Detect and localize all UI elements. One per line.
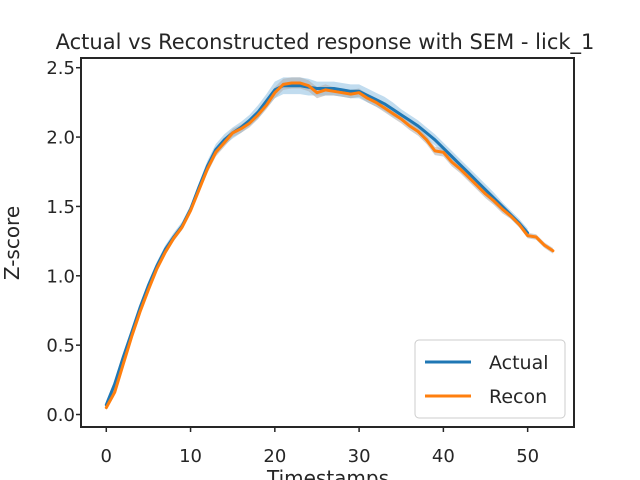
data-point-recon <box>375 101 377 103</box>
data-point-actual <box>434 139 436 141</box>
data-point-recon <box>468 176 470 178</box>
data-point-actual <box>316 87 318 89</box>
data-point-recon <box>291 82 293 84</box>
y-axis-ticks: 0.0 0.5 1.0 1.5 2.0 2.5 <box>46 58 81 426</box>
data-point-actual <box>468 172 470 174</box>
data-point-actual <box>400 114 402 116</box>
data-point-recon <box>181 226 183 228</box>
data-point-recon <box>307 85 309 87</box>
data-point-recon <box>189 209 191 211</box>
data-point-recon <box>240 128 242 130</box>
data-point-recon <box>164 251 166 253</box>
data-point-recon <box>232 132 234 134</box>
data-point-recon <box>122 363 124 365</box>
data-point-recon <box>114 391 116 393</box>
x-axis-label: Timestamps <box>266 466 389 480</box>
legend-label-recon: Recon <box>489 386 547 408</box>
data-point-recon <box>299 82 301 84</box>
data-point-recon <box>535 236 537 238</box>
data-point-recon <box>156 268 158 270</box>
legend: Actual Recon <box>414 339 566 419</box>
legend-box <box>414 339 566 419</box>
y-axis-label: Z-score <box>0 206 24 280</box>
data-point-recon <box>459 168 461 170</box>
data-point-recon <box>366 97 368 99</box>
data-point-recon <box>130 336 132 338</box>
legend-label-actual: Actual <box>489 352 549 374</box>
data-point-recon <box>451 161 453 163</box>
y-tick-label: 1.0 <box>46 266 75 287</box>
y-tick-label: 0.5 <box>46 336 75 357</box>
data-point-recon <box>248 122 250 124</box>
data-point-recon <box>215 151 217 153</box>
data-point-recon <box>105 406 107 408</box>
data-point-recon <box>510 215 512 217</box>
x-axis-ticks: 0 10 20 30 40 50 <box>101 427 539 467</box>
data-point-recon <box>501 208 503 210</box>
data-point-actual <box>392 108 394 110</box>
data-point-recon <box>282 83 284 85</box>
data-point-actual <box>476 180 478 182</box>
data-point-recon <box>206 168 208 170</box>
x-tick-label: 0 <box>101 446 112 467</box>
data-point-recon <box>543 244 545 246</box>
data-point-actual <box>409 119 411 121</box>
data-point-recon <box>341 92 343 94</box>
series-lines <box>104 81 555 410</box>
data-point-recon <box>198 189 200 191</box>
data-point-recon <box>383 107 385 109</box>
data-point-actual <box>417 125 419 127</box>
data-point-recon <box>400 118 402 120</box>
data-point-recon <box>417 130 419 132</box>
axes-frame <box>80 57 575 428</box>
data-point-recon <box>257 114 259 116</box>
data-point-recon <box>484 193 486 195</box>
data-point-actual <box>459 164 461 166</box>
x-tick-label: 20 <box>263 446 286 467</box>
data-point-actual <box>299 85 301 87</box>
data-point-actual <box>383 103 385 105</box>
data-point-recon <box>173 237 175 239</box>
data-point-recon <box>324 89 326 91</box>
data-point-actual <box>350 90 352 92</box>
y-tick-label: 1.5 <box>46 197 75 218</box>
x-tick-label: 40 <box>432 446 455 467</box>
data-point-recon <box>409 125 411 127</box>
y-tick-label: 0.0 <box>46 405 75 426</box>
data-point-recon <box>434 150 436 152</box>
data-point-recon <box>493 200 495 202</box>
x-tick-label: 50 <box>516 446 539 467</box>
data-point-recon <box>274 92 276 94</box>
data-point-recon <box>425 139 427 141</box>
x-tick-label: 10 <box>179 446 202 467</box>
data-point-recon <box>265 104 267 106</box>
chart-title: Actual vs Reconstructed response with SE… <box>56 30 595 55</box>
data-point-recon <box>526 234 528 236</box>
data-point-actual <box>291 85 293 87</box>
data-point-recon <box>223 141 225 143</box>
data-point-recon <box>552 250 554 252</box>
data-point-recon <box>350 93 352 95</box>
plot-area <box>104 77 555 411</box>
data-point-recon <box>518 223 520 225</box>
data-point-recon <box>392 112 394 114</box>
y-tick-label: 2.5 <box>46 58 75 79</box>
data-point-recon <box>442 151 444 153</box>
data-point-recon <box>358 92 360 94</box>
data-point-actual <box>333 87 335 89</box>
data-point-recon <box>316 92 318 94</box>
data-point-actual <box>425 132 427 134</box>
x-tick-label: 30 <box>348 446 371 467</box>
data-point-actual <box>484 189 486 191</box>
data-point-actual <box>341 89 343 91</box>
series-line-recon <box>104 81 555 410</box>
data-point-recon <box>139 311 141 313</box>
data-point-recon <box>476 184 478 186</box>
y-tick-label: 2.0 <box>46 128 75 149</box>
data-point-recon <box>333 90 335 92</box>
data-point-recon <box>147 289 149 291</box>
data-point-actual <box>451 155 453 157</box>
data-point-actual <box>442 147 444 149</box>
